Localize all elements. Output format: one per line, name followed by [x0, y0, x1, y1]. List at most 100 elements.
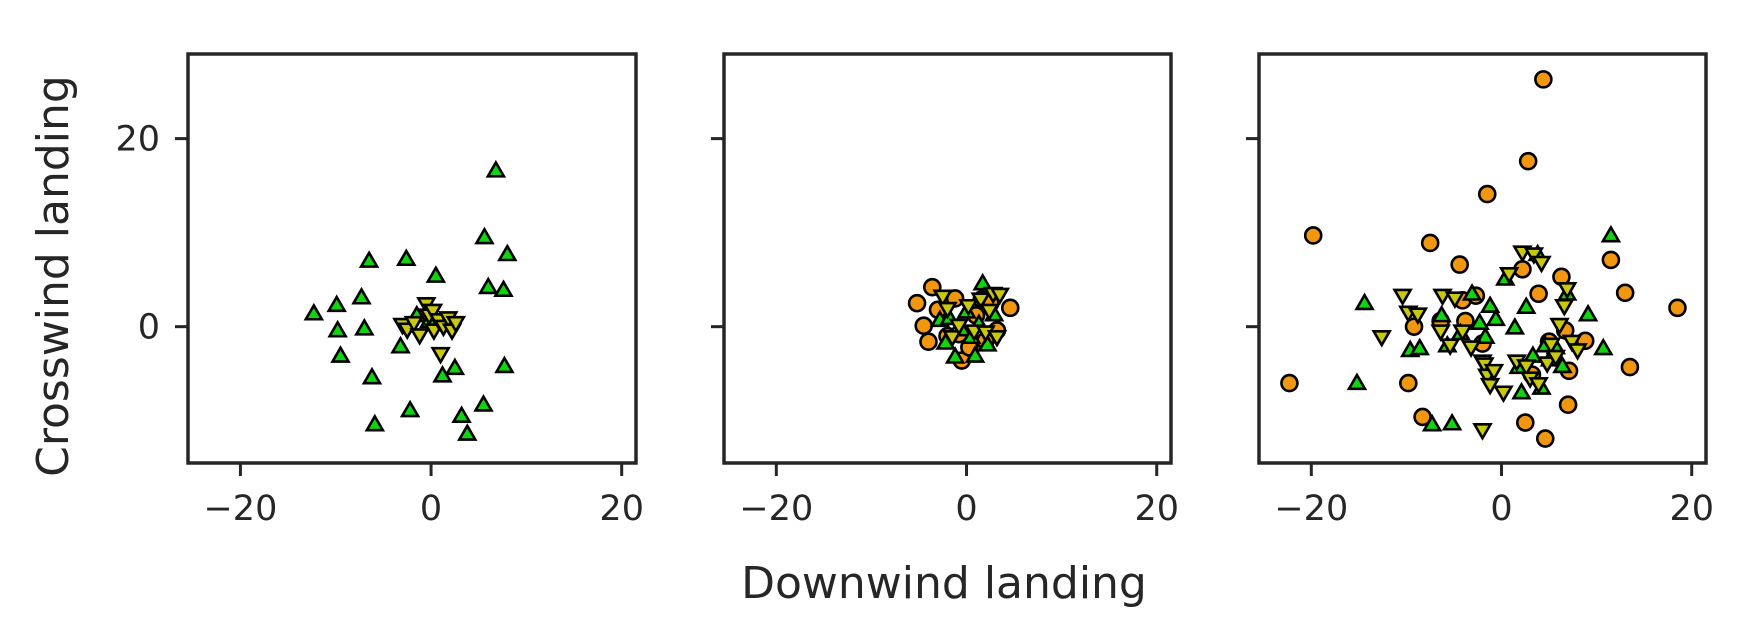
- point-triangle-down: [1407, 307, 1429, 326]
- point-triangle-up: [474, 226, 495, 245]
- point-triangle-up: [326, 294, 347, 313]
- plot-frame: [1257, 52, 1708, 465]
- point-circle: [1620, 357, 1640, 377]
- y-tick-label: 0: [138, 308, 160, 348]
- series-triangle-down: [1371, 245, 1588, 441]
- point-triangle-up: [451, 405, 472, 424]
- point-triangle-up: [1485, 308, 1507, 327]
- plot-frame: [722, 52, 1173, 465]
- point-triangle-up: [1479, 295, 1501, 314]
- point-triangle-down: [1498, 266, 1520, 285]
- series-triangle-up: [303, 159, 518, 441]
- point-circle: [1515, 413, 1535, 432]
- point-circle: [1558, 395, 1578, 415]
- point-triangle-down: [970, 292, 992, 311]
- point-triangle-up: [425, 265, 447, 283]
- point-triangle-up: [1577, 303, 1599, 322]
- panel-right: −20 0 20: [1246, 52, 1714, 529]
- point-triangle-up: [330, 345, 351, 363]
- point-circle: [1303, 226, 1323, 245]
- y-axis-label: Crosswind landing: [28, 75, 79, 477]
- point-triangle-up: [497, 243, 518, 262]
- x-tick-label: −20: [1274, 489, 1348, 529]
- point-triangle-up: [457, 423, 478, 441]
- plot-frame: [186, 52, 638, 465]
- point-triangle-up: [1475, 326, 1496, 345]
- point-triangle-down: [1549, 317, 1570, 336]
- point-triangle-down: [1392, 288, 1413, 307]
- point-triangle-down: [1545, 349, 1566, 368]
- point-circle: [1450, 255, 1469, 274]
- point-circle: [1000, 298, 1020, 318]
- point-triangle-up: [1346, 372, 1368, 391]
- point-triangle-up: [493, 279, 514, 298]
- point-triangle-up: [1441, 412, 1463, 431]
- point-triangle-up: [1600, 224, 1622, 243]
- panel-left: −20 0 20 0 20: [115, 52, 644, 529]
- point-triangle-down: [932, 289, 954, 308]
- point-triangle-up: [354, 317, 375, 336]
- point-circle: [1280, 373, 1299, 393]
- point-triangle-down: [1536, 356, 1558, 374]
- point-triangle-up: [399, 399, 421, 418]
- point-triangle-down: [1472, 423, 1493, 441]
- point-triangle-up: [1354, 292, 1375, 311]
- point-circle: [914, 316, 934, 336]
- point-triangle-up: [972, 272, 993, 291]
- point-triangle-down: [1444, 291, 1466, 310]
- point-triangle-down: [445, 315, 467, 334]
- panel-middle: −20 0 20: [711, 52, 1179, 529]
- x-tick-label: −20: [739, 489, 813, 529]
- point-triangle-up: [396, 248, 417, 267]
- point-triangle-up: [944, 346, 966, 364]
- x-tick-label: 0: [1490, 489, 1512, 529]
- point-circle: [1601, 250, 1621, 270]
- point-circle: [919, 332, 938, 352]
- point-triangle-up: [1461, 283, 1483, 301]
- point-circle: [1399, 373, 1418, 393]
- point-triangle-up: [477, 276, 499, 295]
- x-tick-label: 20: [599, 489, 644, 529]
- point-triangle-down: [1561, 334, 1583, 353]
- x-tick-label: 0: [955, 489, 977, 529]
- point-triangle-down: [1452, 324, 1473, 343]
- point-triangle-down: [1439, 338, 1461, 357]
- point-triangle-down: [409, 328, 430, 346]
- point-circle: [1529, 284, 1548, 304]
- point-triangle-down: [989, 287, 1011, 306]
- point-triangle-up: [1552, 355, 1573, 374]
- point-triangle-up: [485, 159, 507, 178]
- point-triangle-up: [1593, 337, 1614, 356]
- point-triangle-down: [422, 303, 444, 322]
- point-triangle-down: [979, 303, 1000, 322]
- point-triangle-up: [444, 357, 466, 376]
- point-circle: [1420, 233, 1440, 253]
- point-triangle-down: [1460, 340, 1482, 359]
- point-triangle-down: [1371, 329, 1392, 348]
- x-axis-label: Downwind landing: [741, 558, 1147, 609]
- point-triangle-down: [1483, 363, 1505, 382]
- point-triangle-up: [1515, 296, 1537, 314]
- point-circle: [1534, 70, 1553, 89]
- x-tick-label: −20: [203, 489, 277, 529]
- point-circle: [1518, 151, 1538, 171]
- point-triangle-down: [948, 318, 970, 337]
- point-triangle-up: [1504, 316, 1526, 335]
- point-triangle-up: [351, 286, 372, 305]
- point-triangle-up: [1511, 381, 1532, 400]
- point-triangle-down: [430, 346, 451, 365]
- point-circle: [1477, 184, 1497, 204]
- point-triangle-down: [1493, 385, 1514, 404]
- point-triangle-down: [1540, 337, 1562, 356]
- point-triangle-down: [1531, 255, 1552, 274]
- x-tick-label: 0: [420, 489, 442, 529]
- x-tick-label: 20: [1669, 489, 1714, 529]
- point-triangle-up: [473, 394, 494, 412]
- point-circle: [1615, 283, 1635, 303]
- point-circle: [1535, 429, 1555, 448]
- x-tick-label: 20: [1134, 489, 1179, 529]
- series-triangle-up: [1346, 224, 1622, 432]
- point-triangle-up: [1431, 304, 1452, 323]
- y-tick-label: 20: [115, 120, 160, 160]
